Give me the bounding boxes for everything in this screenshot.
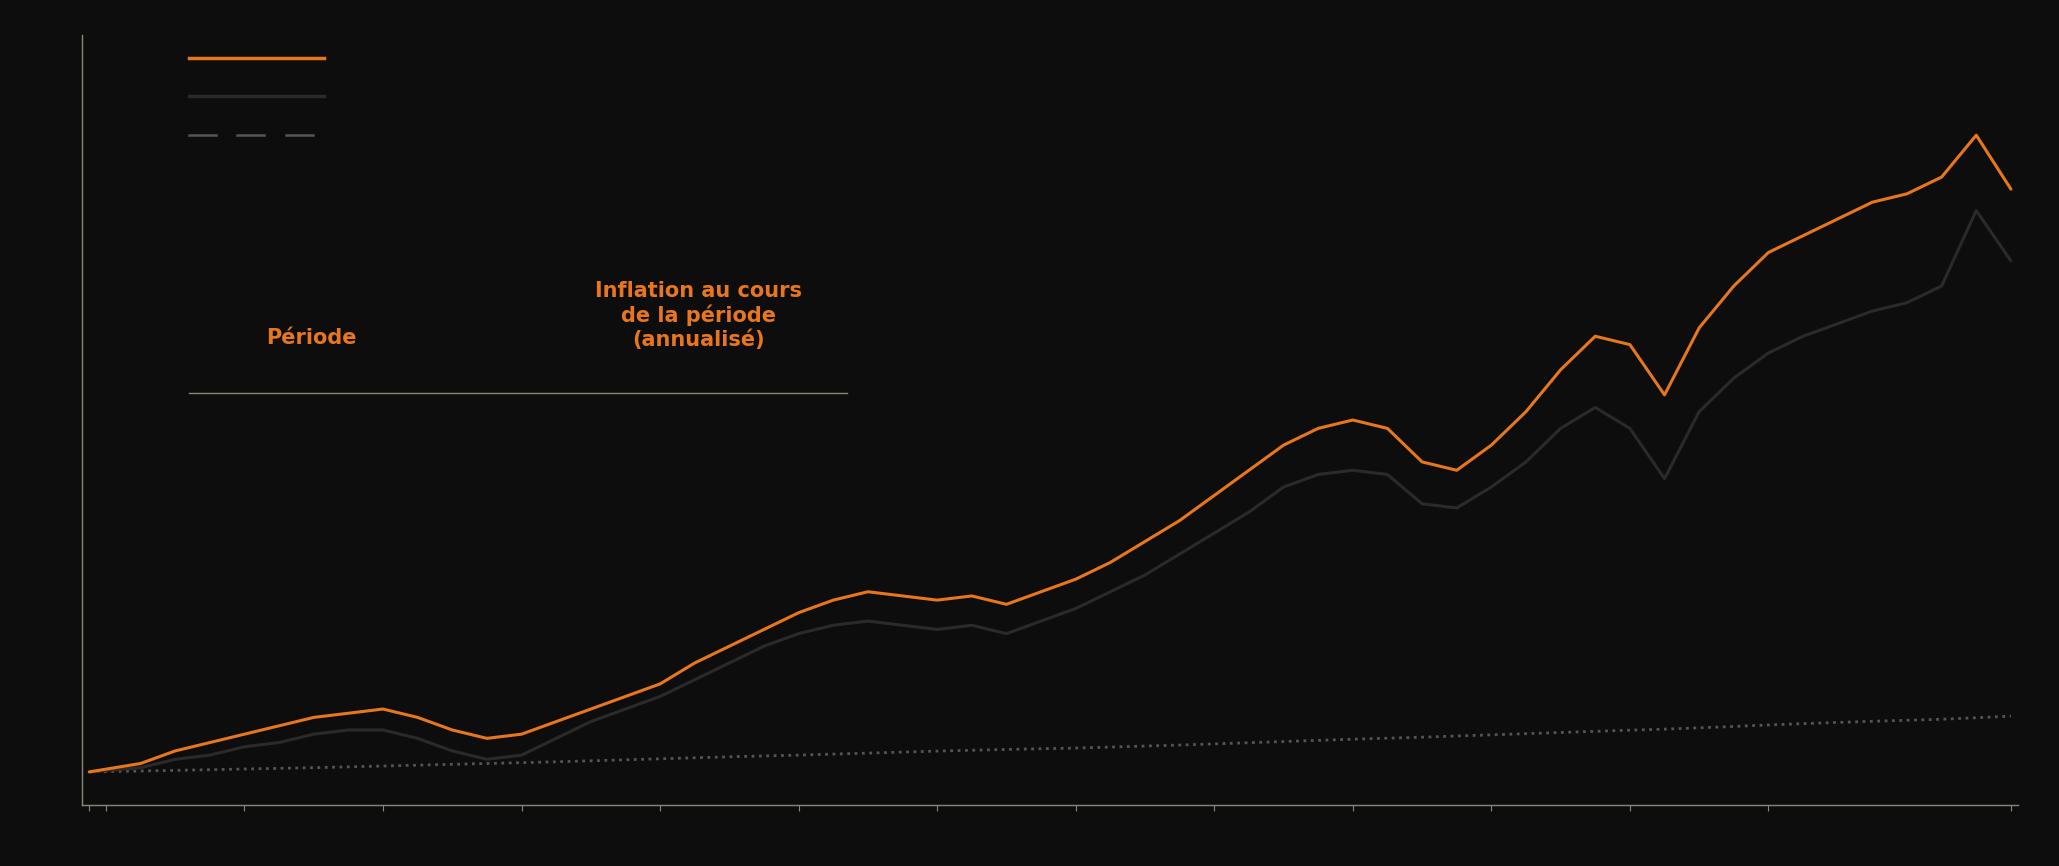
- Text: Inflation au cours
de la période
(annualisé): Inflation au cours de la période (annual…: [595, 281, 803, 350]
- Text: Période: Période: [266, 327, 356, 347]
